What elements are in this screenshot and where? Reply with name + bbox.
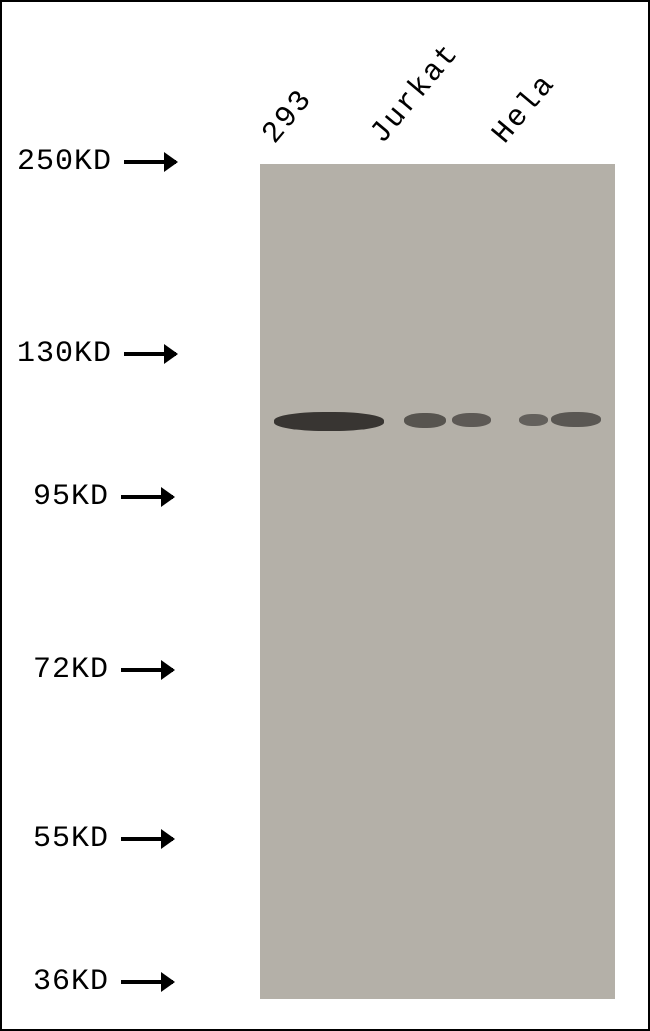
arrow-right-icon bbox=[121, 668, 173, 672]
arrow-right-icon bbox=[121, 980, 173, 984]
figure-frame: 293 Jurkat Hela 250KD 130KD 95KD 72KD 55… bbox=[0, 0, 650, 1031]
band-lane-hela-b bbox=[551, 412, 601, 427]
arrow-right-icon bbox=[121, 837, 173, 841]
band-lane-hela-a bbox=[519, 414, 547, 426]
mw-label: 36KD bbox=[33, 965, 109, 999]
band-row bbox=[260, 412, 615, 430]
mw-label: 95KD bbox=[33, 480, 109, 514]
mw-label: 55KD bbox=[33, 822, 109, 856]
arrow-right-icon bbox=[124, 352, 176, 356]
arrow-right-icon bbox=[124, 160, 176, 164]
lane-label-293: 293 bbox=[256, 83, 321, 151]
band-lane-293 bbox=[274, 412, 384, 431]
band-lane-jurkat-a bbox=[404, 413, 447, 428]
lane-label-jurkat: Jurkat bbox=[364, 37, 467, 151]
mw-marker-95kd: 95KD bbox=[33, 477, 268, 517]
mw-label: 130KD bbox=[17, 337, 112, 371]
arrow-right-icon bbox=[121, 495, 173, 499]
lane-label-hela: Hela bbox=[486, 68, 563, 151]
mw-marker-72kd: 72KD bbox=[33, 650, 268, 690]
mw-label: 72KD bbox=[33, 653, 109, 687]
lane-labels-area: 293 Jurkat Hela bbox=[252, 32, 622, 152]
band-lane-jurkat-b bbox=[452, 413, 491, 427]
blot-membrane bbox=[260, 164, 615, 999]
mw-marker-250kd: 250KD bbox=[17, 142, 252, 182]
mw-marker-130kd: 130KD bbox=[17, 334, 252, 374]
mw-markers-area: 250KD 130KD 95KD 72KD 55KD 36KD bbox=[17, 142, 252, 992]
mw-marker-36kd: 36KD bbox=[33, 962, 268, 1002]
mw-label: 250KD bbox=[17, 145, 112, 179]
mw-marker-55kd: 55KD bbox=[33, 819, 268, 859]
